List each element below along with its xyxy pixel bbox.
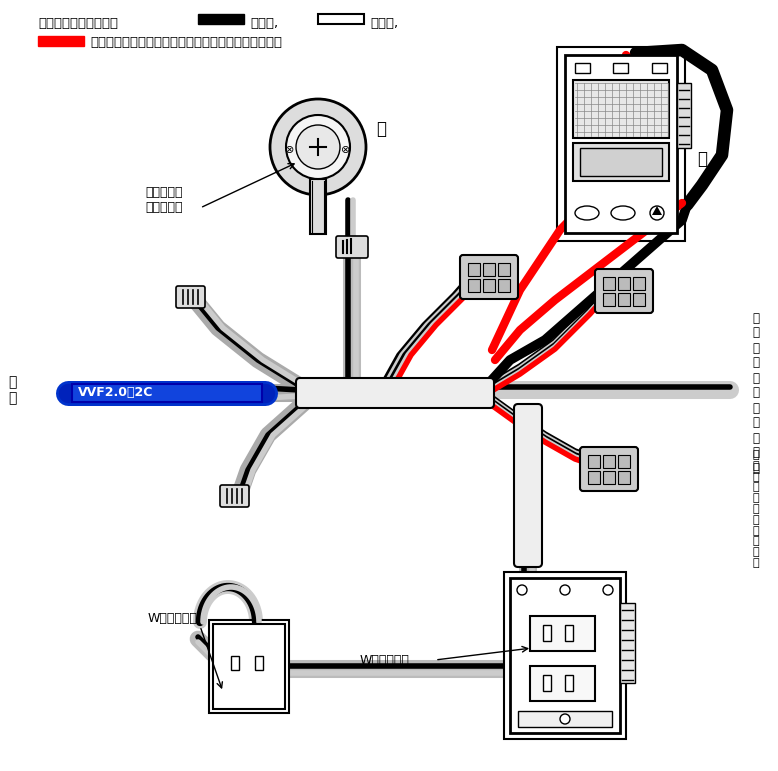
Text: ー
ラ
ン
プ
レ
セ
プ
タ
ク
ル
へ: ー ラ ン プ レ セ プ タ ク ル へ — [752, 450, 759, 568]
FancyBboxPatch shape — [336, 236, 368, 258]
Bar — [603, 455, 615, 468]
Bar — [603, 277, 615, 290]
FancyBboxPatch shape — [514, 404, 542, 567]
Bar — [565, 625, 573, 641]
Bar — [510, 578, 620, 733]
Bar — [613, 63, 628, 73]
Bar — [543, 675, 551, 691]
Circle shape — [296, 125, 340, 169]
Text: 受金ねじ部
の端子に白: 受金ねじ部 の端子に白 — [145, 186, 183, 214]
Text: 図中の電線色別のうち: 図中の電線色別のうち — [38, 17, 118, 30]
Circle shape — [286, 115, 350, 179]
Bar — [588, 455, 600, 468]
Bar — [38, 36, 84, 46]
Text: ⊗: ⊗ — [342, 145, 351, 155]
Bar — [530, 616, 595, 651]
Bar — [618, 471, 630, 484]
Bar — [580, 148, 662, 176]
Bar — [231, 656, 239, 670]
Bar — [318, 14, 364, 24]
Bar — [575, 63, 590, 73]
FancyBboxPatch shape — [220, 485, 249, 507]
Bar — [603, 471, 615, 484]
Bar — [530, 666, 595, 701]
Bar — [518, 711, 612, 727]
Bar — [213, 624, 285, 709]
Bar — [483, 263, 495, 276]
Text: W側端子に白: W側端子に白 — [360, 654, 410, 666]
FancyBboxPatch shape — [580, 447, 638, 491]
Bar — [565, 55, 677, 233]
Text: VVF2.0－2C: VVF2.0－2C — [78, 386, 153, 399]
Polygon shape — [652, 206, 662, 215]
FancyBboxPatch shape — [460, 255, 518, 299]
Text: 電
源: 電 源 — [8, 375, 16, 405]
Bar — [498, 279, 510, 292]
Ellipse shape — [611, 206, 635, 220]
Bar — [618, 455, 630, 468]
Text: イ: イ — [697, 150, 707, 168]
Text: ⊗: ⊗ — [286, 145, 295, 155]
Circle shape — [603, 585, 613, 595]
Bar — [633, 293, 645, 306]
Bar — [677, 83, 691, 148]
Ellipse shape — [575, 206, 599, 220]
Bar — [198, 14, 244, 24]
Bar — [633, 277, 645, 290]
Bar — [255, 656, 263, 670]
Bar — [468, 263, 480, 276]
Text: は白色,: は白色, — [370, 17, 398, 30]
Bar — [565, 675, 573, 691]
Bar — [543, 625, 551, 641]
Bar — [618, 293, 630, 306]
Text: は赤色の電線を使用しなければならないことを示す。: は赤色の電線を使用しなければならないことを示す。 — [90, 36, 282, 49]
Text: は黒色,: は黒色, — [250, 17, 278, 30]
Circle shape — [560, 585, 570, 595]
Bar — [504, 572, 626, 739]
Bar — [652, 63, 667, 73]
Bar — [310, 179, 326, 234]
Bar — [573, 143, 669, 181]
Bar — [468, 279, 480, 292]
Bar — [620, 603, 635, 683]
Bar — [588, 471, 600, 484]
Circle shape — [560, 714, 570, 724]
Bar — [603, 293, 615, 306]
FancyBboxPatch shape — [296, 378, 494, 408]
Text: ー
ラ
ン
プ
レ
セ
プ
タ
ク
ル
へ: ー ラ ン プ レ セ プ タ ク ル へ — [752, 311, 759, 474]
Bar — [72, 384, 262, 402]
Bar — [573, 80, 669, 138]
Circle shape — [517, 585, 527, 595]
FancyBboxPatch shape — [176, 286, 205, 308]
Bar — [498, 263, 510, 276]
Circle shape — [650, 206, 664, 220]
Bar — [209, 620, 289, 713]
Circle shape — [270, 99, 366, 195]
Text: イ: イ — [376, 120, 386, 138]
FancyBboxPatch shape — [595, 269, 653, 313]
Bar — [618, 277, 630, 290]
Text: W側端子に白: W側端子に白 — [148, 611, 198, 625]
Bar — [483, 279, 495, 292]
Bar — [557, 47, 685, 241]
